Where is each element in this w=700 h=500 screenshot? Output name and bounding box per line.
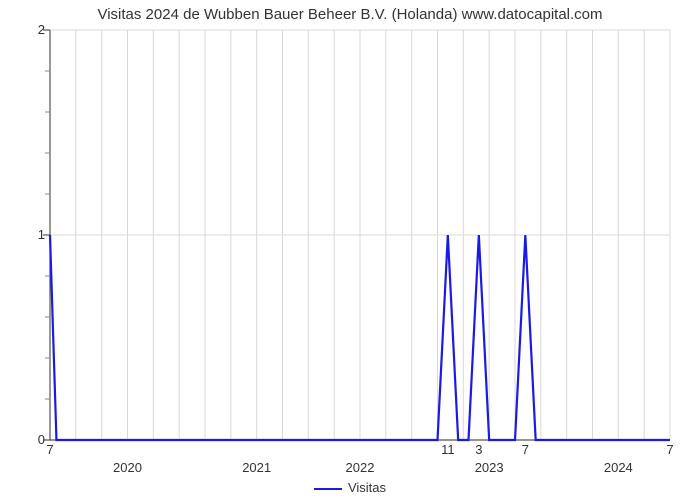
plot-area: [50, 30, 670, 440]
y-tick-label: 0: [5, 432, 45, 447]
legend: Visitas: [0, 480, 700, 495]
x-year-label: 2023: [475, 460, 504, 475]
x-value-label: 7: [522, 442, 529, 457]
chart-svg: [50, 30, 670, 440]
x-year-label: 2020: [113, 460, 142, 475]
x-value-label: 3: [475, 442, 482, 457]
legend-label: Visitas: [348, 480, 386, 495]
y-tick-label: 1: [5, 227, 45, 242]
x-value-label: 7: [666, 442, 673, 457]
x-value-label: 7: [46, 442, 53, 457]
chart-container: Visitas 2024 de Wubben Bauer Beheer B.V.…: [0, 0, 700, 500]
x-year-label: 2024: [604, 460, 633, 475]
x-value-label: 11: [441, 442, 455, 457]
x-year-label: 2022: [346, 460, 375, 475]
y-tick-label: 2: [5, 22, 45, 37]
legend-swatch: [314, 488, 342, 490]
chart-title: Visitas 2024 de Wubben Bauer Beheer B.V.…: [0, 6, 700, 23]
x-year-label: 2021: [242, 460, 271, 475]
